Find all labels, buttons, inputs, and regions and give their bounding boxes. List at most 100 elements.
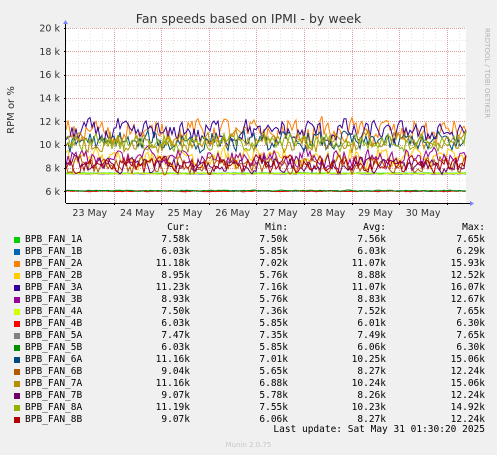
legend-min-value: 5.78k [259, 390, 288, 401]
legend-series-name: BPB_FAN_7B [25, 390, 83, 401]
legend-avg-value: 11.07k [351, 282, 386, 293]
legend-avg-value: 10.24k [351, 378, 386, 389]
legend-cur-value: 11.23k [155, 282, 190, 293]
y-axis-label: RPM or % [6, 86, 17, 134]
legend-row: BPB_FAN_8A 11.19k 7.55k 10.23k 14.92k [0, 402, 497, 414]
legend-swatch [14, 393, 20, 399]
x-axis-arrow [470, 201, 474, 206]
legend-cur-value: 11.16k [155, 378, 190, 389]
legend-swatch [14, 381, 20, 387]
legend-swatch [14, 345, 20, 351]
legend-row: BPB_FAN_3A 11.23k 7.16k 11.07k 16.07k [0, 282, 497, 294]
legend-series-name: BPB_FAN_7A [25, 378, 83, 389]
legend-cur-value: 9.07k [161, 414, 190, 425]
series-line-bpb_fan_7a [65, 128, 467, 155]
legend-row: BPB_FAN_2A 11.18k 7.02k 11.07k 15.93k [0, 258, 497, 270]
legend-series-name: BPB_FAN_4A [25, 306, 83, 317]
legend-avg-value: 7.56k [357, 234, 386, 245]
legend-max-value: 7.65k [456, 234, 485, 245]
legend-row: BPB_FAN_6B 9.04k 5.65k 8.27k 12.24k [0, 366, 497, 378]
legend-min-value: 7.36k [259, 306, 288, 317]
legend-row: BPB_FAN_2B 8.95k 5.76k 8.88k 12.52k [0, 270, 497, 282]
legend-cur-value: 8.93k [161, 294, 190, 305]
legend-avg-value: 8.27k [357, 414, 386, 425]
legend-max-value: 12.24k [450, 390, 485, 401]
legend: Cur: Min: Avg: Max: BPB_FAN_1A 7.58k 7.50k… [0, 222, 497, 426]
legend-series-name: BPB_FAN_8A [25, 402, 83, 413]
legend-row: BPB_FAN_4B 6.03k 5.85k 6.01k 6.30k [0, 318, 497, 330]
legend-series-name: BPB_FAN_3A [25, 282, 83, 293]
legend-cur-value: 11.19k [155, 402, 190, 413]
munin-version: Munin 2.0.75 [225, 441, 272, 449]
x-tick-label: 24 May [120, 208, 155, 219]
grid [66, 28, 466, 204]
x-tick-label: 29 May [358, 208, 393, 219]
legend-max-value: 7.65k [456, 306, 485, 317]
legend-cur-value: 7.47k [161, 330, 190, 341]
legend-max-value: 15.06k [450, 354, 485, 365]
legend-series-name: BPB_FAN_5A [25, 330, 83, 341]
legend-swatch [14, 369, 20, 375]
series-lines [65, 116, 467, 193]
series-line-bpb_fan_6a [65, 128, 467, 154]
legend-min-value: 7.01k [259, 354, 288, 365]
legend-max-value: 12.24k [450, 366, 485, 377]
legend-min-value: 5.65k [259, 366, 288, 377]
legend-max-value: 15.06k [450, 378, 485, 389]
y-tick-label: 6 k [45, 187, 60, 198]
legend-min-value: 5.76k [259, 270, 288, 281]
legend-avg-value: 7.49k [357, 330, 386, 341]
legend-min-value: 7.35k [259, 330, 288, 341]
legend-series-name: BPB_FAN_2B [25, 270, 83, 281]
legend-row: BPB_FAN_7B 9.07k 5.78k 8.26k 12.24k [0, 390, 497, 402]
legend-row: BPB_FAN_3B 8.93k 5.76k 8.83k 12.67k [0, 294, 497, 306]
legend-header-avg: Avg: [363, 222, 386, 233]
y-tick-label: 14 k [39, 94, 60, 105]
legend-series-name: BPB_FAN_8B [25, 414, 83, 425]
legend-swatch [14, 333, 20, 339]
legend-avg-value: 8.27k [357, 366, 386, 377]
legend-swatch [14, 249, 20, 255]
legend-min-value: 6.06k [259, 414, 288, 425]
legend-row: BPB_FAN_6A 11.16k 7.01k 10.25k 15.06k [0, 354, 497, 366]
legend-cur-value: 6.03k [161, 318, 190, 329]
legend-avg-value: 10.25k [351, 354, 386, 365]
legend-min-value: 5.85k [259, 342, 288, 353]
x-tick-label: 23 May [72, 208, 107, 219]
legend-max-value: 16.07k [450, 282, 485, 293]
legend-avg-value: 7.52k [357, 306, 386, 317]
legend-header-row: Cur: Min: Avg: Max: [0, 222, 497, 234]
legend-max-value: 12.67k [450, 294, 485, 305]
legend-min-value: 5.76k [259, 294, 288, 305]
legend-avg-value: 8.83k [357, 294, 386, 305]
series-line-bpb_fan_8a [65, 130, 467, 153]
chart-title: Fan speeds based on IPMI - by week [136, 11, 362, 26]
legend-max-value: 6.30k [456, 342, 485, 353]
legend-swatch [14, 405, 20, 411]
legend-avg-value: 8.26k [357, 390, 386, 401]
legend-cur-value: 7.58k [161, 234, 190, 245]
legend-cur-value: 8.95k [161, 270, 190, 281]
x-tick-label: 25 May [168, 208, 203, 219]
y-tick-label: 10 k [39, 140, 60, 151]
legend-swatch [14, 357, 20, 363]
legend-min-value: 7.55k [259, 402, 288, 413]
legend-min-value: 5.85k [259, 246, 288, 257]
y-tick-label: 12 k [39, 117, 60, 128]
legend-row: BPB_FAN_7A 11.16k 6.88k 10.24k 15.06k [0, 378, 497, 390]
legend-max-value: 12.24k [450, 414, 485, 425]
legend-max-value: 6.30k [456, 318, 485, 329]
legend-cur-value: 7.50k [161, 306, 190, 317]
legend-cur-value: 6.03k [161, 246, 190, 257]
legend-min-value: 7.16k [259, 282, 288, 293]
y-tick-label: 16 k [39, 70, 60, 81]
legend-row: BPB_FAN_4A 7.50k 7.36k 7.52k 7.65k [0, 306, 497, 318]
legend-avg-value: 6.03k [357, 246, 386, 257]
legend-swatch [14, 261, 20, 267]
legend-cur-value: 6.03k [161, 342, 190, 353]
legend-cur-value: 9.04k [161, 366, 190, 377]
legend-series-name: BPB_FAN_6A [25, 354, 83, 365]
legend-series-name: BPB_FAN_1B [25, 246, 83, 257]
legend-series-name: BPB_FAN_4B [25, 318, 83, 329]
